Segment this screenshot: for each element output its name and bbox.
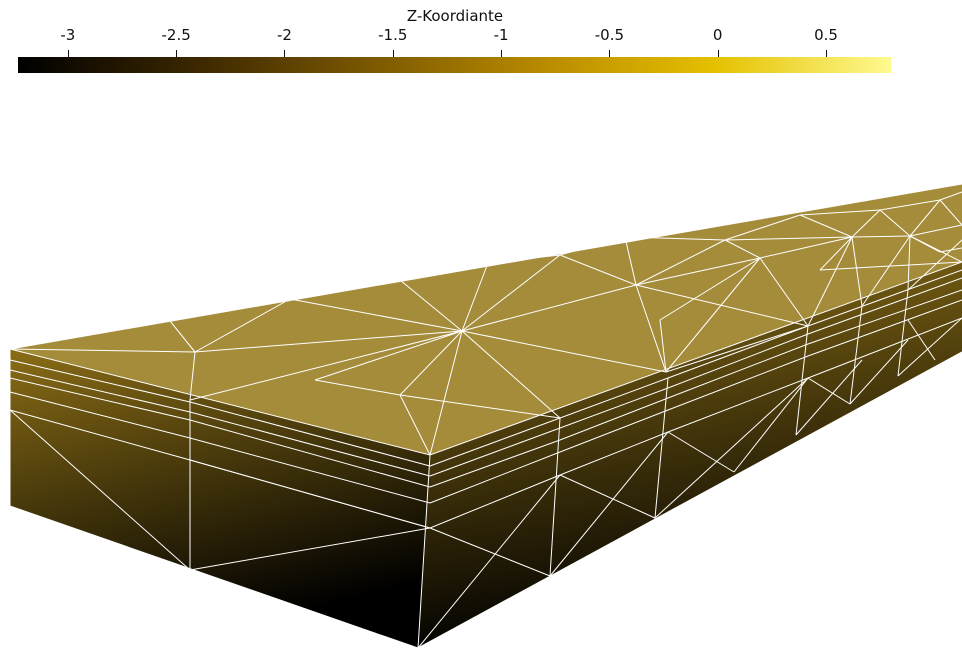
tick-label: -1.5: [378, 26, 408, 44]
tick-label: 0: [712, 26, 723, 44]
slab-front-face: [418, 262, 962, 648]
slab-left-face: [10, 349, 430, 648]
tick-mark: [609, 50, 610, 57]
color-legend: Z-Koordiante -3 -2.5 -2 -1.5 -1 -0.5 0 0…: [0, 0, 962, 80]
slab-top-face: [10, 184, 962, 455]
tick-label: -2.5: [161, 26, 191, 44]
tick-mark: [176, 50, 177, 57]
tick-mark: [393, 50, 394, 57]
tick-label: -3: [60, 26, 76, 44]
colorbar-gradient: [18, 57, 891, 73]
tick-mark: [284, 50, 285, 57]
mesh-wireframe: [9, 183, 962, 649]
tick-label: -1: [493, 26, 509, 44]
colorbar-tick-labels: -3 -2.5 -2 -1.5 -1 -0.5 0 0.5: [0, 26, 962, 46]
colorbar-title: Z-Koordiante: [406, 7, 504, 25]
tick-mark: [826, 50, 827, 57]
tick-label: 0.5: [814, 26, 838, 44]
tick-label: -0.5: [594, 26, 625, 44]
tick-mark: [68, 50, 69, 57]
colorbar-tick-marks: [0, 50, 962, 58]
tick-label: -2: [276, 26, 292, 44]
tick-mark: [718, 50, 719, 57]
tick-mark: [501, 50, 502, 57]
